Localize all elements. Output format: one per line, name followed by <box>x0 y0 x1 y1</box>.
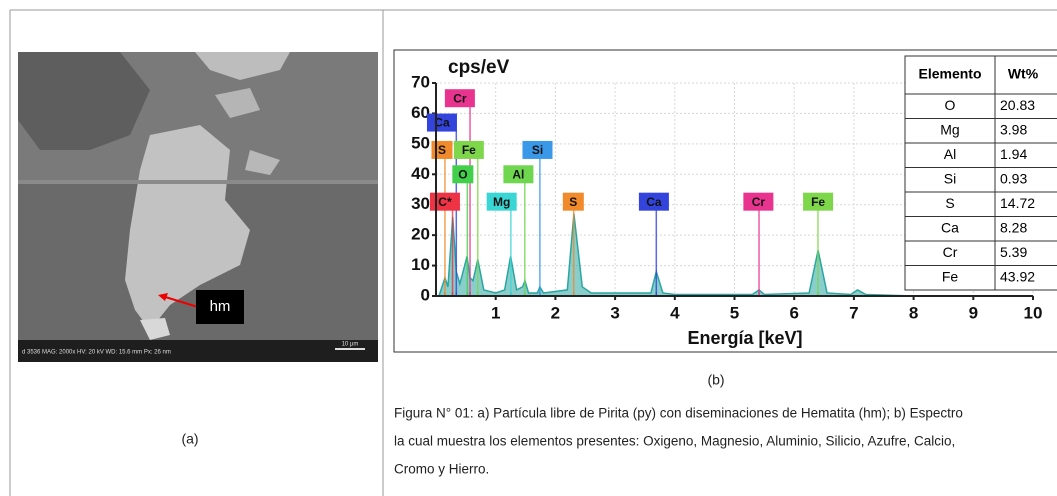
caption-line: la cual muestra los elementos presentes:… <box>394 434 955 449</box>
x-tick-label: 8 <box>909 303 918 322</box>
element-label-box <box>522 140 553 159</box>
element-label: Ca <box>646 195 662 209</box>
x-tick-label: 3 <box>610 303 619 322</box>
y-tick-label: 50 <box>411 133 430 152</box>
x-tick-label: 6 <box>789 303 798 322</box>
element-label: Fe <box>811 195 825 209</box>
caption-line: Figura N° 01: a) Partícula libre de Piri… <box>394 406 963 421</box>
table-cell: 1.94 <box>1000 146 1027 162</box>
table-cell: 20.83 <box>1000 97 1035 113</box>
y-tick-label: 10 <box>411 255 430 274</box>
element-label: Cr <box>752 195 766 209</box>
table-cell: Mg <box>940 121 959 137</box>
table-cell: Fe <box>942 268 959 284</box>
x-tick-label: 2 <box>551 303 560 322</box>
table-cell: Cr <box>943 244 958 260</box>
element-label: Al <box>512 167 524 181</box>
x-tick-label: 10 <box>1024 303 1043 322</box>
element-label-box <box>453 140 484 159</box>
x-tick-label: 7 <box>849 303 858 322</box>
scale-bar-label: 10 µm <box>342 342 359 348</box>
element-label-box <box>429 192 460 211</box>
caption-b: (b) <box>707 372 724 388</box>
x-tick-label: 5 <box>730 303 739 322</box>
table-cell: S <box>945 195 954 211</box>
x-tick-label: 4 <box>670 303 680 322</box>
element-label-box <box>743 192 774 211</box>
element-label: Cr <box>453 91 467 105</box>
element-label: C* <box>438 195 452 209</box>
sem-info: d 3536 MAG: 2000x HV: 20 kV WD: 15.6 mm … <box>22 350 171 356</box>
y-tick-label: 20 <box>411 225 430 244</box>
caption-line: Cromo y Hierro. <box>394 462 489 477</box>
arrow-label: hm <box>210 298 231 315</box>
element-label-box <box>503 165 534 184</box>
table-cell: O <box>945 97 956 113</box>
element-label-box <box>452 165 474 184</box>
element-label: Ca <box>434 116 450 130</box>
table-header: Wt% <box>1008 66 1039 82</box>
element-label-box <box>638 192 669 211</box>
table-header: Elemento <box>918 66 981 82</box>
table-cell: 8.28 <box>1000 219 1027 235</box>
x-tick-label: 9 <box>969 303 978 322</box>
element-label: Mg <box>493 195 510 209</box>
y-tick-label: 0 <box>421 285 430 304</box>
element-label-box <box>486 192 517 211</box>
element-label: Si <box>532 143 543 157</box>
table-cell: Si <box>944 170 956 186</box>
y-tick-label: 30 <box>411 194 430 213</box>
y-tick-label: 60 <box>411 103 430 122</box>
caption-a: (a) <box>181 431 198 447</box>
y-tick-label: 40 <box>411 164 430 183</box>
element-table: Elemento Wt% O 20.83 Mg 3.98 Al 1.94 Si 0.93 S 14.7… <box>904 55 1057 291</box>
y-tick-label: 70 <box>411 72 430 91</box>
element-label-box <box>444 89 475 108</box>
element-label-box <box>426 113 457 132</box>
table-bg <box>904 55 1057 291</box>
element-label: Fe <box>462 143 476 157</box>
y-axis-label: cps/eV <box>448 57 510 78</box>
table-cell: 14.72 <box>1000 195 1035 211</box>
element-label: S <box>569 195 577 209</box>
sem-image <box>18 52 378 362</box>
table-cell: 43.92 <box>1000 268 1035 284</box>
table-cell: 0.93 <box>1000 170 1027 186</box>
x-tick-label: 1 <box>491 303 500 322</box>
table-cell: Al <box>944 146 956 162</box>
element-label: O <box>458 167 467 181</box>
element-label-box <box>562 192 584 211</box>
element-label: S <box>438 143 446 157</box>
table-cell: 5.39 <box>1000 244 1027 260</box>
x-axis-label: Energía [keV] <box>687 328 802 348</box>
table-cell: 3.98 <box>1000 121 1027 137</box>
element-label-box <box>803 192 834 211</box>
table-cell: Ca <box>941 219 959 235</box>
